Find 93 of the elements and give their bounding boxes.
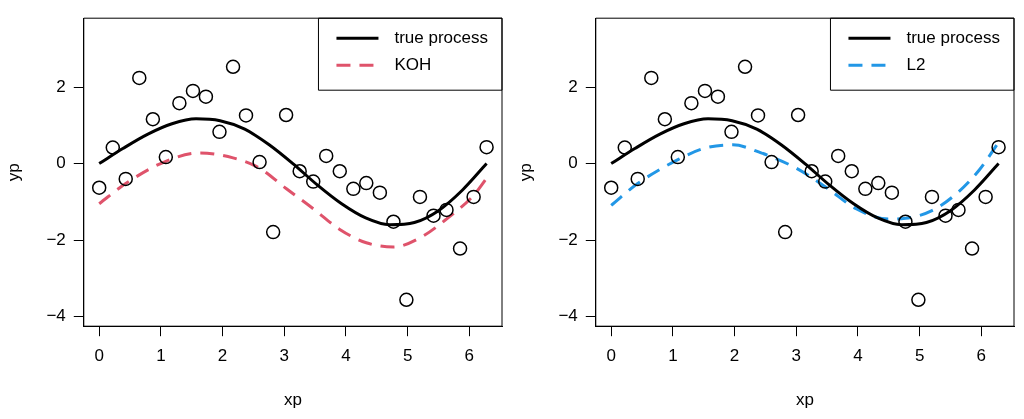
point [439,202,454,218]
y-axis-title: yp [3,163,23,182]
line-series [609,117,1001,227]
point [278,107,294,123]
point [225,59,241,75]
point [911,292,926,308]
point [630,171,645,187]
point [265,224,281,240]
point [898,214,913,229]
point [964,241,980,256]
x-tick-label: 6 [464,346,475,366]
y-tick-label: 0 [56,153,66,173]
point [710,89,726,104]
x-tick-label: 2 [729,346,740,366]
point [750,108,766,123]
point [737,59,753,75]
point [991,139,1006,155]
point [617,140,633,155]
legend-label: true process [394,27,489,47]
point [172,95,187,111]
point [466,189,481,205]
x-tick-label: 5 [402,346,413,366]
point [158,149,174,165]
point [657,111,673,127]
point [452,241,468,256]
point [884,185,900,200]
x-tick-label: 1 [156,346,166,366]
y-tick-label: −4 [558,306,578,326]
legend-label: KOH [394,54,432,74]
x-axis-title: xp [283,390,302,410]
point [91,180,107,195]
point [871,175,886,191]
point [118,171,133,187]
point [292,163,307,179]
point [790,107,806,123]
point [603,180,619,195]
point [818,174,833,189]
y-tick-label: −4 [46,306,66,326]
x-tick-label: 3 [279,346,289,366]
point [858,181,873,197]
point [145,111,161,127]
point [804,163,819,179]
legend-label: true process [906,27,1001,47]
y-tick-label: 2 [56,76,66,96]
point [978,189,993,205]
point [332,163,348,179]
point [318,148,334,164]
y-tick-label: −2 [46,229,66,249]
point [924,189,940,205]
point [724,124,739,140]
x-tick-label: 3 [791,346,801,366]
point [105,140,121,155]
y-axis-title: yp [515,163,535,182]
point [830,148,846,164]
point [412,189,428,205]
x-tick-label: 6 [976,346,987,366]
y-tick-label: 2 [568,76,578,96]
point [185,83,201,99]
point [697,83,713,99]
point [670,149,686,165]
point [306,174,321,189]
point [346,181,361,197]
point [777,224,793,240]
point [372,185,388,200]
y-tick-label: −2 [558,229,578,249]
point [198,89,214,104]
point [426,208,441,223]
point [132,70,147,86]
x-axis-title: xp [795,390,814,410]
x-tick-label: 4 [853,346,863,366]
point [238,108,254,123]
line-series [97,151,489,249]
point [386,214,401,229]
x-tick-label: 1 [668,346,678,366]
x-tick-label: 0 [94,346,104,366]
x-tick-label: 2 [217,346,228,366]
point [764,154,779,170]
point [252,154,267,170]
point [212,124,227,140]
legend-label: L2 [906,54,926,74]
point [938,208,953,223]
x-tick-label: 5 [914,346,925,366]
point [399,292,414,308]
point [359,175,374,191]
y-tick-label: 0 [568,153,578,173]
line-series [97,117,489,227]
point [479,139,494,155]
point [951,202,966,218]
x-tick-label: 0 [606,346,616,366]
point [644,70,659,86]
point [684,95,699,111]
x-tick-label: 4 [341,346,351,366]
point [844,163,860,179]
